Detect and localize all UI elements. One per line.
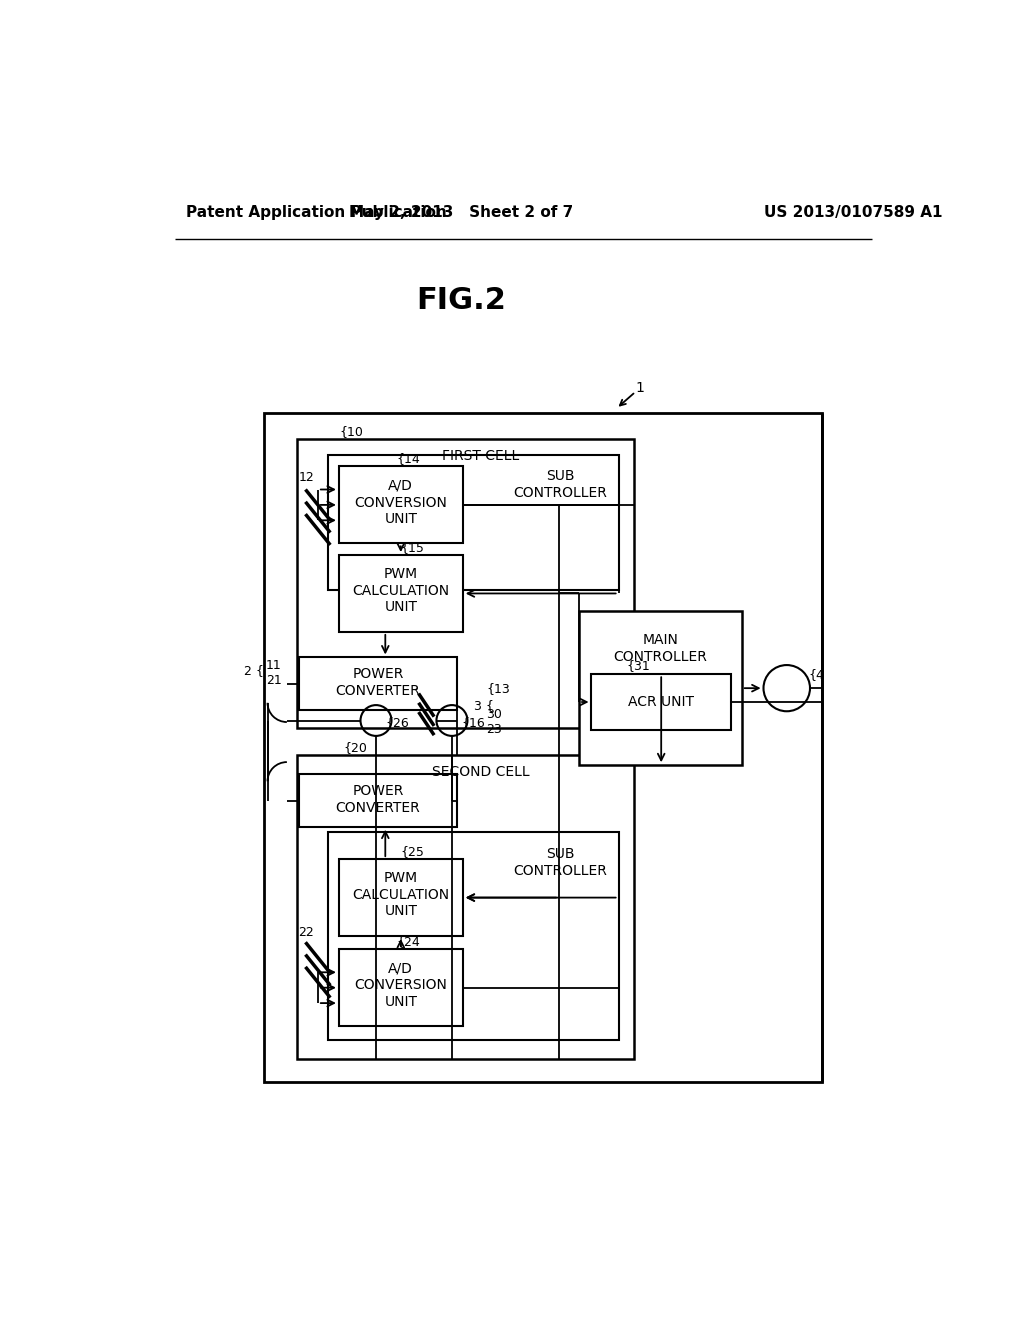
Text: US 2013/0107589 A1: US 2013/0107589 A1 xyxy=(764,205,942,220)
Text: POWER: POWER xyxy=(352,784,403,799)
Text: ACR UNIT: ACR UNIT xyxy=(628,696,694,709)
Text: CONTROLLER: CONTROLLER xyxy=(513,863,607,878)
Text: 12: 12 xyxy=(298,471,314,484)
Bar xyxy=(339,949,463,1026)
Text: FIRST CELL: FIRST CELL xyxy=(442,449,519,463)
Bar xyxy=(328,832,618,1040)
Text: {13: {13 xyxy=(486,681,510,694)
Text: 21: 21 xyxy=(266,675,282,686)
Text: CALCULATION: CALCULATION xyxy=(352,585,450,598)
Text: 1: 1 xyxy=(635,381,644,395)
Text: 3 {: 3 { xyxy=(474,698,495,711)
Text: POWER: POWER xyxy=(352,668,403,681)
Text: SECOND CELL: SECOND CELL xyxy=(432,766,529,779)
Text: PWM: PWM xyxy=(384,871,418,886)
Text: UNIT: UNIT xyxy=(384,601,418,614)
Text: UNIT: UNIT xyxy=(384,994,418,1008)
Text: MAIN: MAIN xyxy=(642,634,678,647)
Text: CALCULATION: CALCULATION xyxy=(352,888,450,903)
Bar xyxy=(592,675,731,730)
Text: {25: {25 xyxy=(400,845,424,858)
Text: {26: {26 xyxy=(386,715,410,729)
Text: CONVERTER: CONVERTER xyxy=(336,684,420,698)
Bar xyxy=(263,412,821,1082)
Bar xyxy=(339,466,463,544)
Bar xyxy=(339,554,463,632)
Text: Patent Application Publication: Patent Application Publication xyxy=(186,205,446,220)
Bar xyxy=(339,859,463,936)
Text: 2 {: 2 { xyxy=(245,664,264,677)
Text: 22: 22 xyxy=(298,925,314,939)
Text: {10: {10 xyxy=(340,425,364,438)
Bar xyxy=(299,775,458,826)
Text: PWM: PWM xyxy=(384,568,418,581)
Text: 11: 11 xyxy=(266,659,282,672)
Text: 23: 23 xyxy=(486,723,502,737)
Bar xyxy=(297,440,634,729)
Text: A/D: A/D xyxy=(388,479,414,492)
Text: 30: 30 xyxy=(486,708,502,721)
Text: SUB: SUB xyxy=(546,846,574,861)
Text: {14: {14 xyxy=(396,453,421,465)
Text: FIG.2: FIG.2 xyxy=(417,286,506,315)
Text: A/D: A/D xyxy=(388,961,414,975)
Text: {4: {4 xyxy=(808,668,824,681)
Text: {24: {24 xyxy=(396,935,421,948)
Bar xyxy=(328,455,618,590)
Text: CONVERSION: CONVERSION xyxy=(354,495,447,510)
Text: {20: {20 xyxy=(343,741,368,754)
Text: CONTROLLER: CONTROLLER xyxy=(513,486,607,500)
Text: {16: {16 xyxy=(462,715,485,729)
Text: SUB: SUB xyxy=(546,470,574,483)
Text: UNIT: UNIT xyxy=(384,512,418,525)
Bar xyxy=(579,611,741,766)
Text: UNIT: UNIT xyxy=(384,904,418,919)
Text: CONVERSION: CONVERSION xyxy=(354,978,447,993)
Text: CONTROLLER: CONTROLLER xyxy=(613,651,708,664)
Text: CONVERTER: CONVERTER xyxy=(336,801,420,816)
Bar xyxy=(299,657,458,710)
Text: {31: {31 xyxy=(626,659,650,672)
Text: May 2, 2013   Sheet 2 of 7: May 2, 2013 Sheet 2 of 7 xyxy=(349,205,573,220)
Text: {15: {15 xyxy=(400,541,424,554)
Bar xyxy=(297,755,634,1059)
